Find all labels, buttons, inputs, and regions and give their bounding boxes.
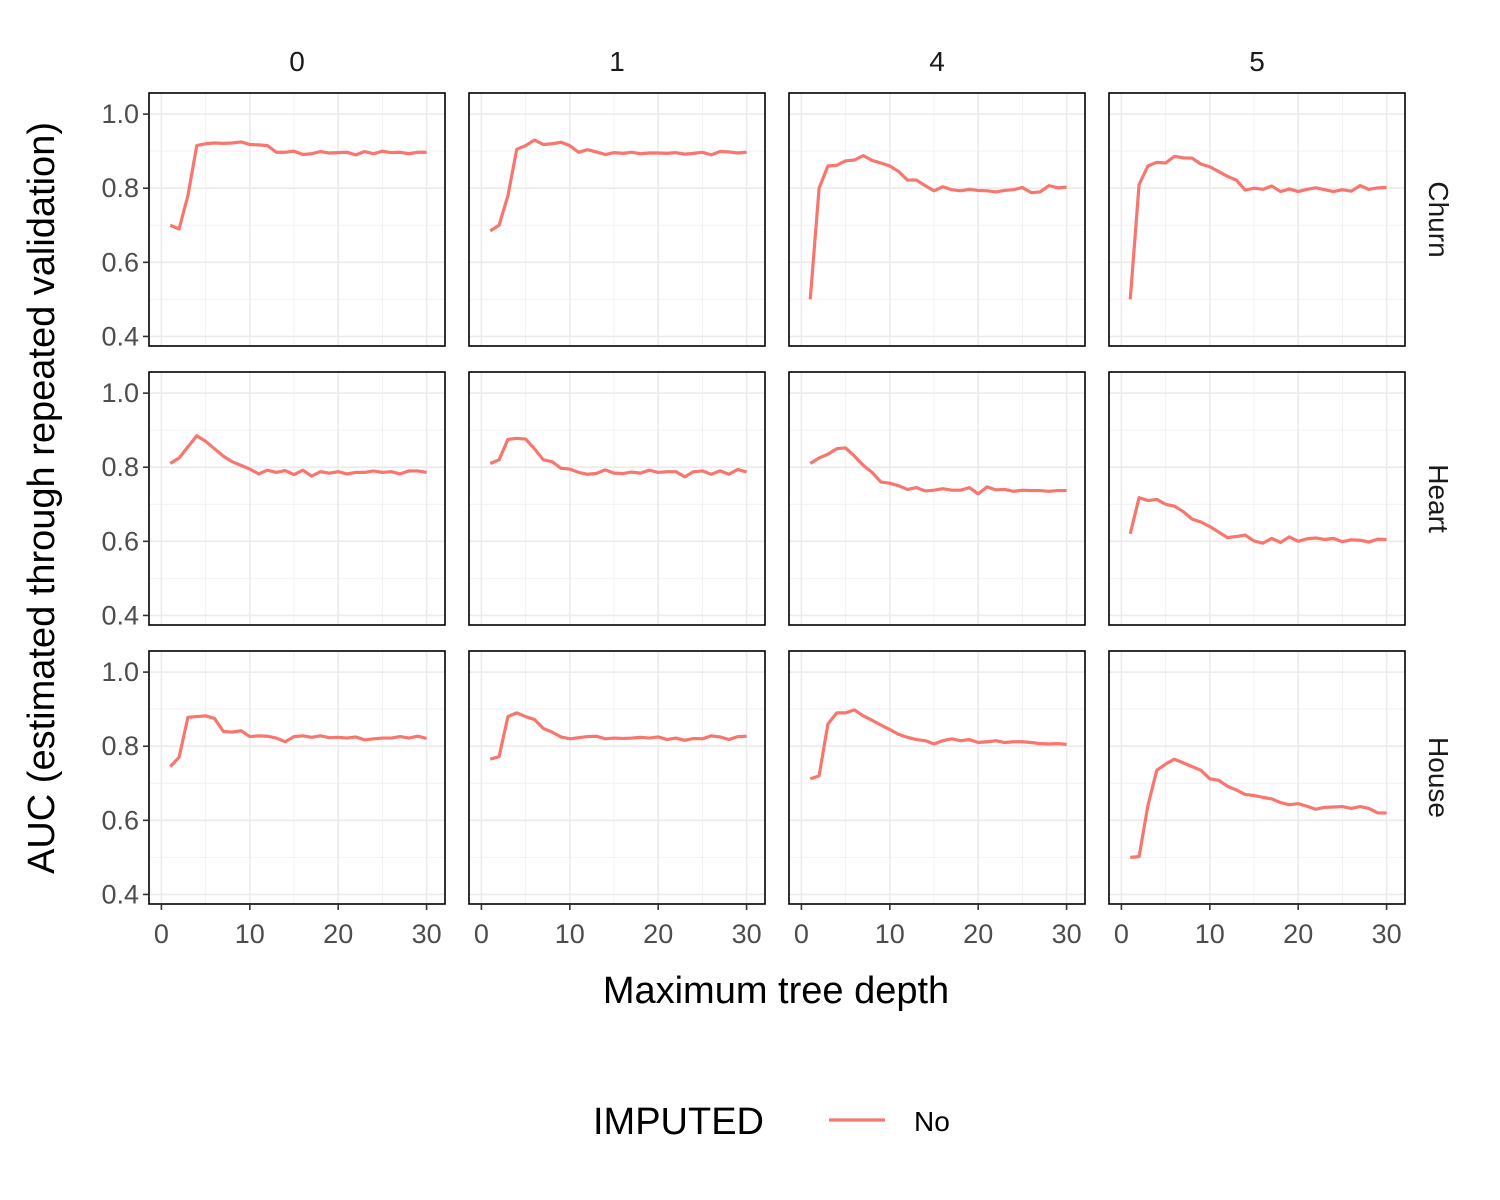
x-tick-label: 30 <box>1372 919 1402 949</box>
facet-panels: 0.4 0.6 0.8 1.0 0.4 0.6 0.8 1.0 0.4 0.6 0.8 1.0 0 10 2… <box>101 92 1406 949</box>
y-tick-label: 1.0 <box>101 99 139 129</box>
series-line-no <box>809 446 1067 496</box>
series-line-no <box>489 711 747 761</box>
x-tick-label: 20 <box>963 919 993 949</box>
panel-border <box>1108 650 1406 905</box>
series-line-no <box>169 434 427 478</box>
legend-label-no: No <box>914 1106 950 1137</box>
facet-strips: 0 1 4 5 Churn Heart House <box>289 46 1454 818</box>
y-tick-label: 1.0 <box>101 378 139 408</box>
y-tick-label: 0.6 <box>101 247 139 277</box>
strip-label-col-4: 4 <box>929 46 945 77</box>
panel-border <box>788 650 1086 905</box>
y-axis-title: AUC (estimated through repeated validati… <box>21 122 63 874</box>
y-tick-label: 0.8 <box>101 452 139 482</box>
x-tick-label: 0 <box>1114 919 1129 949</box>
series-line-no <box>1130 757 1387 859</box>
series-line-no <box>1128 154 1387 300</box>
x-tick-label: 0 <box>154 919 169 949</box>
x-tick-label: 30 <box>1052 919 1082 949</box>
y-tick-label: 0.4 <box>101 600 139 630</box>
y-tick-label: 0.4 <box>101 321 139 351</box>
facet-panel-churn-0: 0.4 0.6 0.8 1.0 <box>101 92 446 351</box>
facet-panel-heart-1 <box>468 371 766 626</box>
x-tick-label: 10 <box>875 919 905 949</box>
x-tick-label: 30 <box>412 919 442 949</box>
x-tick-label: 0 <box>794 919 809 949</box>
strip-label-row-house: House <box>1423 737 1454 818</box>
x-tick-label: 30 <box>732 919 762 949</box>
legend: IMPUTED No <box>593 1101 950 1143</box>
facet-panel-heart-0: 0.4 0.6 0.8 1.0 <box>101 371 446 630</box>
series-line-no <box>489 436 748 479</box>
legend-title: IMPUTED <box>593 1101 764 1143</box>
x-tick-label: 20 <box>643 919 673 949</box>
strip-label-row-heart: Heart <box>1423 464 1454 533</box>
x-tick-label: 20 <box>323 919 353 949</box>
series-line-no <box>808 154 1067 300</box>
panel-border <box>148 650 446 905</box>
series-line-no <box>489 138 747 233</box>
facet-panel-heart-4 <box>788 371 1086 626</box>
x-tick-label: 10 <box>1195 919 1225 949</box>
x-axis-title: Maximum tree depth <box>603 970 949 1012</box>
x-tick-label: 10 <box>235 919 265 949</box>
facet-panel-heart-5 <box>1108 371 1406 626</box>
facet-panel-house-0: 0.4 0.6 0.8 1.0 0 10 20 30 <box>101 650 446 949</box>
x-tick-label: 0 <box>474 919 489 949</box>
facet-panel-churn-4 <box>788 92 1086 347</box>
panel-border <box>468 650 766 905</box>
strip-label-col-0: 0 <box>289 46 305 77</box>
panel-border <box>148 371 446 626</box>
panel-border <box>468 371 766 626</box>
series-line-no <box>169 714 427 768</box>
strip-label-col-5: 5 <box>1249 46 1265 77</box>
series-line-no <box>1128 496 1387 545</box>
facet-panel-churn-1 <box>468 92 766 347</box>
y-tick-label: 0.8 <box>101 731 139 761</box>
panel-border <box>788 92 1086 347</box>
series-line-no <box>169 140 427 231</box>
strip-label-row-churn: Churn <box>1423 181 1454 257</box>
y-tick-label: 0.4 <box>101 879 139 909</box>
strip-label-col-1: 1 <box>609 46 625 77</box>
panel-border <box>468 92 766 347</box>
y-tick-label: 1.0 <box>101 657 139 687</box>
panel-border <box>1108 92 1406 347</box>
panel-border <box>148 92 446 347</box>
y-tick-label: 0.6 <box>101 805 139 835</box>
y-tick-label: 0.8 <box>101 173 139 203</box>
series-line-no <box>809 708 1067 781</box>
panel-border <box>788 371 1086 626</box>
facet-panel-house-4: 0 10 20 30 <box>788 650 1086 949</box>
x-tick-label: 10 <box>555 919 585 949</box>
y-tick-label: 0.6 <box>101 526 139 556</box>
facet-panel-churn-5 <box>1108 92 1406 347</box>
panel-border <box>1108 371 1406 626</box>
facet-panel-house-5: 0 10 20 30 <box>1108 650 1406 949</box>
facet-panel-house-1: 0 10 20 30 <box>468 650 766 949</box>
x-tick-label: 20 <box>1283 919 1313 949</box>
